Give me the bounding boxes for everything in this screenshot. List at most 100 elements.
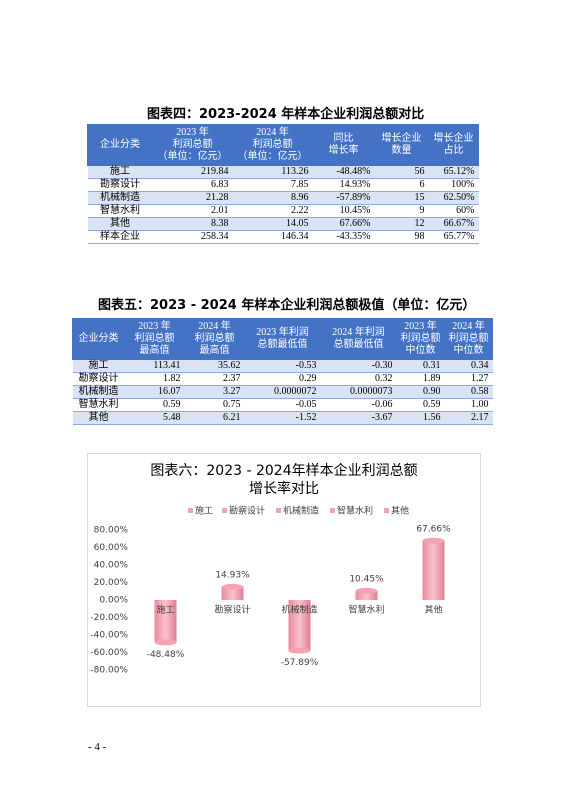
header-text: 企业分类: [78, 333, 119, 344]
header-text: 2024 年: [198, 321, 231, 332]
header-cell: 2023 年利润总额 中位数: [396, 318, 445, 360]
cell: 0.34: [444, 359, 493, 373]
cell: 65.12%: [428, 165, 479, 179]
cell: -0.05: [244, 398, 321, 412]
value-label: 14.93%: [215, 570, 250, 580]
y-tick-label: -60.00%: [90, 648, 128, 658]
y-tick-label: -80.00%: [90, 666, 128, 676]
cell: 0.75: [184, 398, 245, 412]
header-text: 中位数: [453, 345, 484, 356]
header-text: 利润总额: [448, 333, 489, 344]
x-tick-label: 机械制造: [281, 604, 317, 616]
bar: [355, 590, 378, 600]
header-cell: 2024 年利润总额 （单位：亿元）: [232, 124, 313, 166]
header-text: 2023 年: [138, 321, 171, 332]
header-text: 增长企业: [381, 133, 422, 144]
y-tick-label: -20.00%: [90, 613, 128, 623]
value-label: 10.45%: [349, 574, 384, 584]
cell: 2.22: [232, 204, 313, 218]
row: 其他 5.48 6.21 -1.52 -3.67 1.56 2.17: [72, 411, 493, 425]
cell: 其他: [87, 217, 153, 231]
header-text: 增长率: [328, 145, 359, 156]
cell: -43.35%: [312, 230, 375, 244]
header-cell: 2023 年利润 总额最低值: [244, 318, 321, 360]
x-tick-label: 勘察设计: [214, 604, 250, 616]
cell: 1.56: [396, 411, 445, 425]
cell: 勘察设计: [72, 372, 125, 386]
cell: 6.21: [184, 411, 245, 425]
cell: 98: [374, 230, 429, 244]
cell: 2.17: [444, 411, 493, 425]
cell: 勘察设计: [87, 178, 153, 192]
cell: 8.96: [232, 191, 313, 205]
header-cell: 2024 年利润 总额最低值: [320, 318, 397, 360]
cell: 60%: [428, 204, 479, 218]
cell: 0.31: [396, 359, 445, 373]
bar: [154, 600, 177, 643]
legend-label: 施工: [195, 505, 213, 517]
cell: 机械制造: [72, 385, 125, 399]
y-tick-label: 40.00%: [94, 561, 129, 571]
cell: 0.90: [396, 385, 445, 399]
header-text: 企业分类: [100, 139, 140, 150]
cell: 113.26: [232, 165, 313, 179]
cell: 14.93%: [312, 178, 375, 192]
row: 智慧水利 0.59 0.75 -0.05 -0.06 0.59 1.00: [72, 398, 493, 412]
header-text: 2024 年: [256, 127, 289, 138]
y-tick-label: 60.00%: [94, 543, 129, 553]
bar-cap: [221, 583, 244, 590]
row: 施工 113.41 35.62 -0.53 -0.30 0.31 0.34: [72, 359, 493, 373]
cell: 6.83: [152, 178, 233, 192]
cell: 100%: [428, 178, 479, 192]
row: 其他 8.38 14.05 67.66% 12 66.67%: [87, 217, 479, 231]
cell: 7.85: [232, 178, 313, 192]
bar-cap: [422, 537, 445, 544]
bar-cap: [288, 647, 311, 654]
header-text: 利润总额: [134, 333, 175, 344]
bar-cap: [154, 639, 177, 646]
chart-title: 增长率对比: [249, 480, 319, 497]
cell: 智慧水利: [72, 398, 125, 412]
cell: 施工: [87, 165, 153, 179]
cell: 施工: [72, 359, 125, 373]
header-text: 总额最低值: [257, 339, 308, 350]
cell: 智慧水利: [87, 204, 153, 218]
cell: 0.58: [444, 385, 493, 399]
header-text: 利润总额: [194, 333, 235, 344]
cell: 6: [374, 178, 429, 192]
cell: 146.34: [232, 230, 313, 244]
cell: 0.59: [124, 398, 185, 412]
cell: 15: [374, 191, 429, 205]
header-text: 增长企业: [433, 133, 474, 144]
header-text: 利润总额: [252, 139, 293, 150]
legend-label: 智慧水利: [337, 505, 373, 517]
cell: 62.50%: [428, 191, 479, 205]
header-cell: 企业分类: [87, 124, 153, 166]
table: 企业分类 2023 年利润总额 最高值 2024 年利润总额 最高值 2023 年利润 总额…: [72, 318, 493, 425]
cell: 14.05: [232, 217, 313, 231]
header-text: （单位：亿元）: [237, 151, 308, 162]
cell: 0.29: [244, 372, 321, 386]
cell: 56: [374, 165, 429, 179]
cell: 21.28: [152, 191, 233, 205]
header-cell: 2023 年利润总额 （单位：亿元）: [152, 124, 233, 166]
cell: 65.77%: [428, 230, 479, 244]
y-tick-label: 20.00%: [94, 578, 129, 588]
bar: [288, 600, 311, 651]
header-cell: 企业分类: [72, 318, 125, 360]
legend-swatch: [330, 508, 335, 513]
header-text: 2023 年: [404, 321, 437, 332]
header-text: 2023 年利润: [256, 327, 309, 338]
y-tick-label: 80.00%: [94, 526, 129, 536]
cell: 8.38: [152, 217, 233, 231]
cell: -3.67: [320, 411, 397, 425]
cell: 12: [374, 217, 429, 231]
cell: 219.84: [152, 165, 233, 179]
cell: 样本企业: [87, 230, 153, 244]
header-text: （单位：亿元）: [157, 151, 228, 162]
x-tick-label: 其他: [424, 604, 442, 616]
cell: -48.48%: [312, 165, 375, 179]
row: 机械制造 21.28 8.96 -57.89% 15 62.50%: [87, 191, 479, 205]
y-tick-label: -40.00%: [90, 631, 128, 641]
